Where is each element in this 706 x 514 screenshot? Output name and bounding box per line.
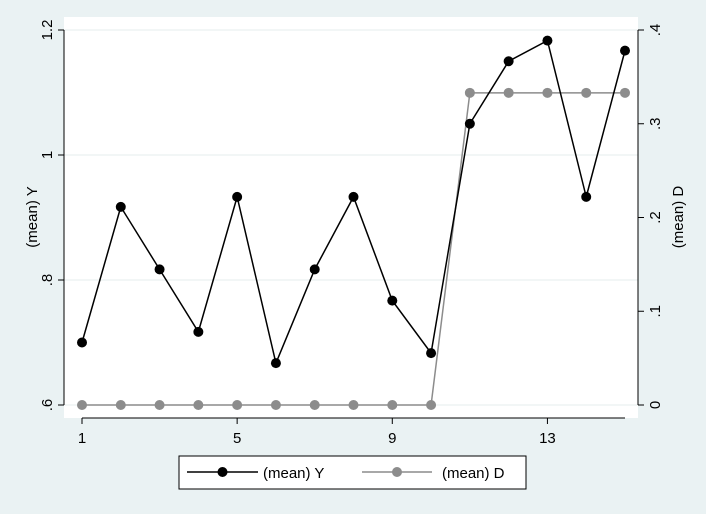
data-point-d (581, 87, 592, 98)
x-tick-label: 9 (388, 430, 396, 447)
data-point-y (154, 264, 165, 275)
y-right-tick-label: .4 (647, 24, 664, 37)
plot-area (64, 17, 638, 418)
x-tick-label: 13 (539, 430, 556, 447)
data-point-y (232, 191, 243, 202)
x-tick-label: 1 (78, 430, 86, 447)
legend-marker-y (217, 467, 228, 477)
data-point-y (193, 326, 204, 337)
y-axis-left-title: (mean) Y (24, 186, 41, 247)
legend-label-y: (mean) Y (263, 465, 324, 482)
data-point-d (232, 400, 243, 410)
data-point-d (620, 87, 630, 98)
data-point-y (426, 348, 437, 359)
data-point-y (581, 191, 592, 202)
y-left-tick-label: .8 (39, 274, 56, 287)
y-right-tick-label: .3 (647, 117, 664, 130)
data-point-d (503, 87, 514, 98)
data-point-d (387, 400, 398, 410)
y-right-tick-label: 0 (647, 401, 664, 409)
series-layer (77, 35, 630, 410)
y-axis-right-title: (mean) D (670, 186, 687, 249)
data-point-y (387, 295, 398, 306)
data-point-y (464, 118, 475, 129)
data-point-y (77, 337, 87, 348)
data-point-y (115, 201, 126, 212)
data-point-y (270, 358, 281, 369)
legend-label-d: (mean) D (442, 465, 505, 482)
data-point-d (464, 87, 475, 98)
data-point-d (542, 87, 553, 98)
y-left-tick-label: 1.2 (39, 20, 56, 41)
data-point-d (115, 400, 126, 410)
data-point-d (426, 400, 437, 410)
data-point-d (309, 400, 320, 410)
data-point-y (348, 191, 359, 202)
data-point-d (154, 400, 165, 410)
data-point-d (348, 400, 359, 410)
y-right-tick-label: .1 (647, 305, 664, 318)
data-point-y (542, 35, 553, 46)
data-point-y (309, 264, 320, 275)
data-point-d (270, 400, 281, 410)
legend-marker-d (392, 467, 402, 477)
data-point-y (620, 45, 630, 56)
y-left-tick-label: .6 (39, 399, 56, 412)
data-point-d (77, 400, 87, 410)
y-left-tick-label: 1 (39, 151, 56, 159)
y-right-tick-label: .2 (647, 211, 664, 224)
legend: (mean) Y (mean) D (178, 455, 527, 490)
x-tick-label: 5 (233, 430, 241, 447)
data-point-d (193, 400, 204, 410)
data-point-y (503, 56, 514, 67)
axes: .6 .8 1 1.2 0 .1 .2 .3 .4 1 5 9 13 (39, 20, 664, 447)
